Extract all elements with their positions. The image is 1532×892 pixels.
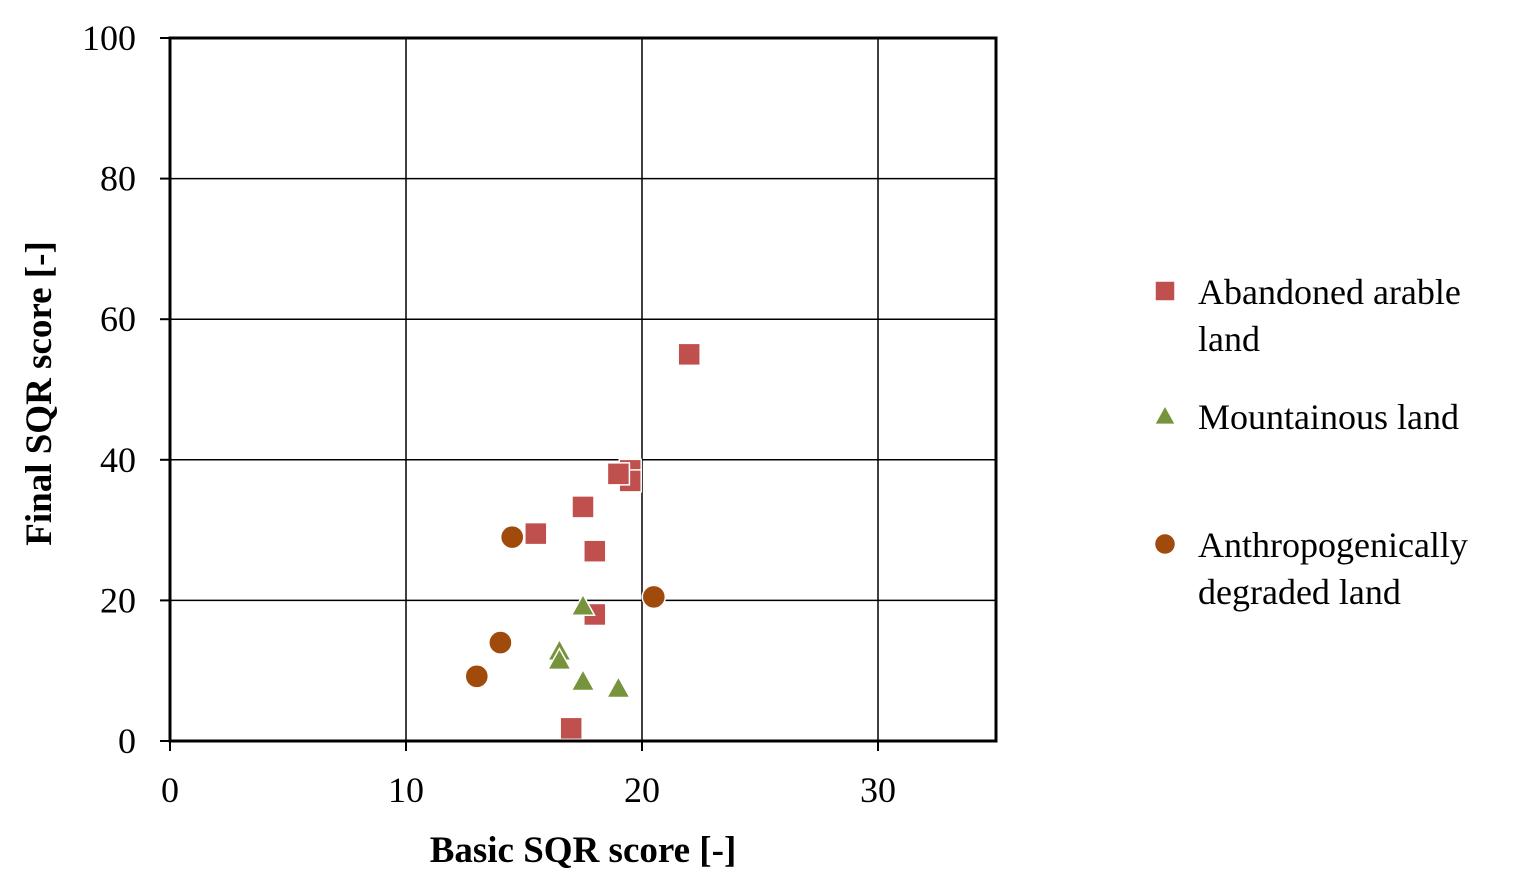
legend-circle-swatch <box>1153 532 1177 556</box>
y-tick-label: 40 <box>100 440 136 480</box>
triangle-data-point <box>546 647 573 671</box>
data-points <box>464 342 701 741</box>
circle-data-point <box>464 664 490 689</box>
y-tick-label: 0 <box>118 721 136 761</box>
x-tick-label: 30 <box>860 770 896 810</box>
circle-data-point <box>499 524 525 550</box>
legend-square-swatch <box>1154 280 1176 302</box>
triangle-data-point <box>570 668 596 692</box>
legend-triangle-swatch <box>1153 403 1177 426</box>
y-tick-label: 60 <box>100 299 136 339</box>
legend-label: Anthropogenically <box>1198 525 1468 565</box>
square-data-point <box>571 495 595 519</box>
legend-label: Abandoned arable <box>1198 272 1461 312</box>
axis-ticks <box>160 37 879 751</box>
legend-label: degraded land <box>1198 572 1401 612</box>
y-tick-label: 80 <box>100 159 136 199</box>
x-axis-title: Basic SQR score [-] <box>430 830 737 871</box>
y-tick-label: 20 <box>100 580 136 620</box>
legend-label: Mountainous land <box>1198 397 1459 437</box>
triangle-data-point <box>605 675 632 699</box>
square-data-point <box>606 462 631 486</box>
square-data-point <box>559 716 583 741</box>
square-data-point <box>583 539 607 563</box>
tick-labels: 0 20 40 60 80 100 0 10 20 30 <box>82 18 896 810</box>
x-tick-label: 0 <box>161 770 179 810</box>
square-data-point <box>524 521 548 546</box>
triangle-data-point <box>570 592 596 617</box>
x-tick-label: 10 <box>388 770 424 810</box>
chart-legend: Abandoned arable land Mountainous land Anth… <box>1153 272 1468 612</box>
x-tick-label: 20 <box>624 770 660 810</box>
grid-lines <box>169 37 996 742</box>
y-axis-title: Final SQR score [-] <box>19 241 60 546</box>
legend-label: land <box>1198 319 1260 359</box>
square-data-point <box>677 342 701 367</box>
circle-data-point <box>488 630 513 655</box>
circle-data-point <box>641 584 667 610</box>
plot-area-frame <box>168 36 998 743</box>
y-tick-label: 100 <box>82 18 136 58</box>
